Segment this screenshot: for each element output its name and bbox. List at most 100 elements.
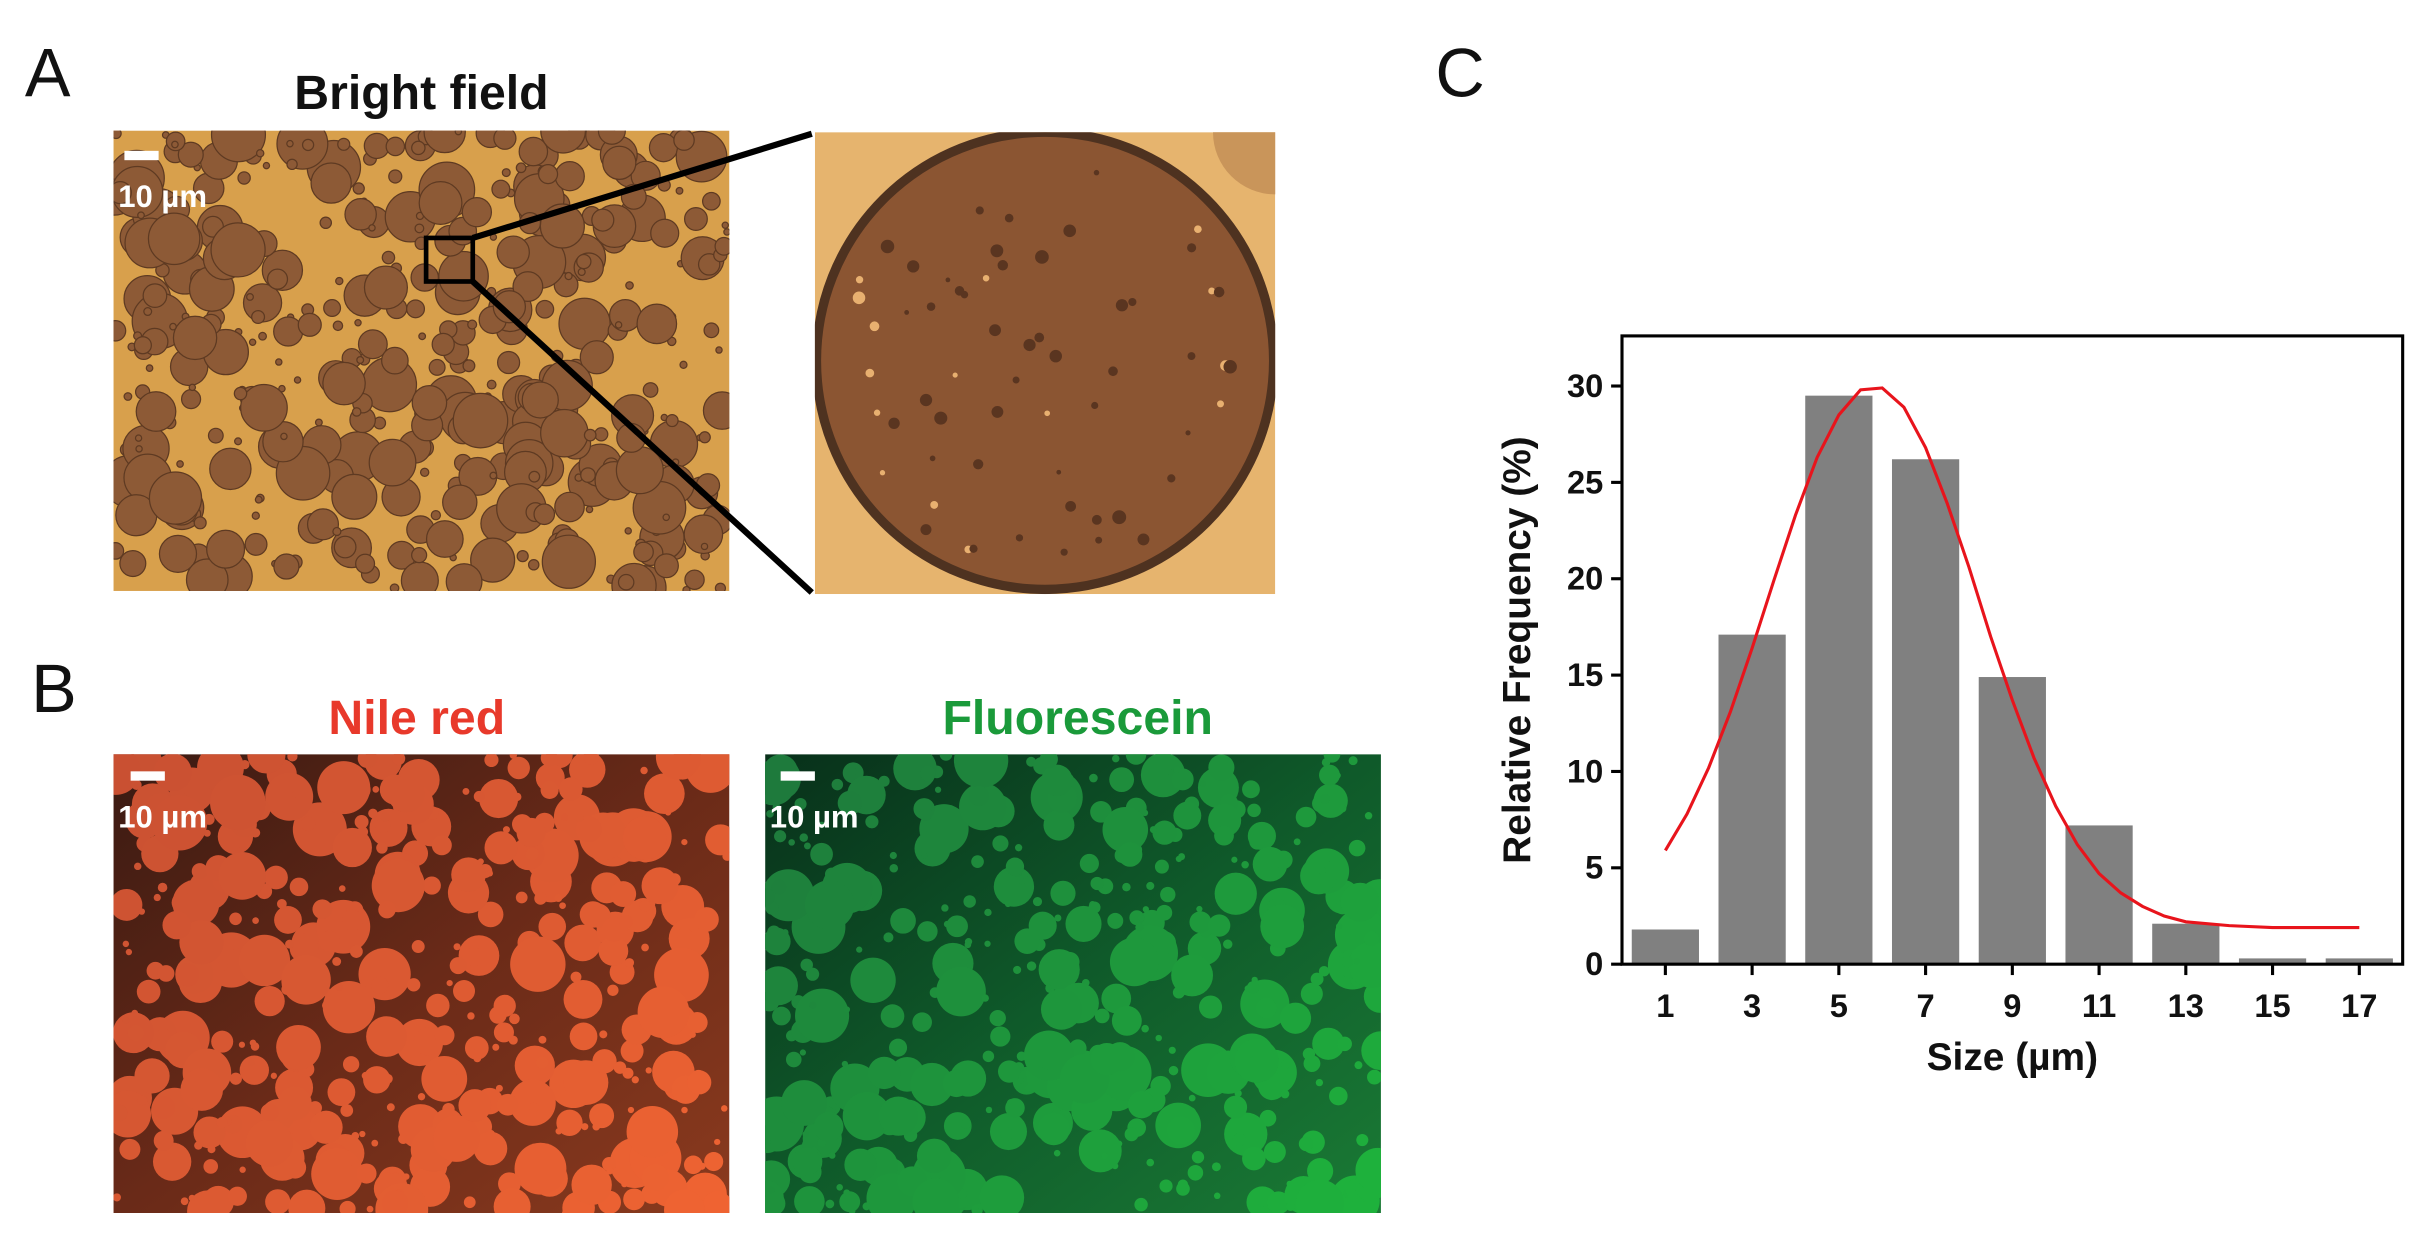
droplet [122,1016,130,1024]
droplet [985,1106,993,1114]
droplet [1232,1132,1246,1147]
droplet [1279,1002,1312,1034]
droplet [1109,767,1135,793]
droplet [934,786,942,793]
panel-label: B [31,651,77,727]
droplet [767,1186,775,1194]
droplet [125,948,133,956]
droplet [425,520,464,558]
droplet [792,1147,821,1176]
droplet [794,797,807,811]
x-tick-label: 7 [1917,987,1935,1024]
droplet [1005,857,1025,876]
droplet [477,901,504,928]
droplet [442,1183,449,1191]
droplet [143,307,153,317]
droplet [1208,914,1231,937]
droplet [917,921,938,942]
droplet [862,1202,871,1211]
droplet [317,761,371,815]
droplet [803,842,811,850]
droplet [411,140,426,156]
droplet [625,281,634,290]
droplet [622,816,667,860]
droplet [1101,983,1132,1014]
droplet [332,526,342,537]
droplet [597,130,626,145]
texture [975,206,984,215]
droplet [538,912,567,941]
droplet [1231,856,1238,863]
droplet [240,383,288,432]
droplet [689,1031,696,1038]
droplet [266,268,289,290]
droplet [920,765,936,782]
droplet [493,130,517,150]
droplet [400,561,439,591]
droplet [1053,1149,1061,1157]
droplet [514,1142,567,1195]
y-tick-label: 20 [1567,560,1603,597]
droplet [180,389,202,410]
droplet [1111,754,1120,763]
droplet [152,1142,192,1181]
droplet [191,863,208,880]
droplet [1032,897,1043,907]
droplet [1258,1199,1266,1207]
droplet [620,1039,644,1063]
droplet [607,984,619,996]
bar [1718,634,1786,965]
droplet [254,985,285,1017]
bar [2152,923,2220,965]
droplet [705,824,730,856]
droplet [665,414,679,428]
droplet [939,754,953,761]
droplet [486,870,494,877]
droplet [843,1006,851,1013]
droplet [233,386,248,401]
droplet [484,831,518,865]
droplet [525,847,539,861]
droplet [1231,879,1253,902]
droplet [700,542,709,551]
droplet [392,754,406,766]
droplet [1224,1112,1268,1156]
droplet [312,899,333,920]
droplet [613,1061,627,1074]
droplet [368,808,378,819]
droplet [1000,1127,1014,1141]
droplet [813,1111,844,1142]
droplet [890,908,916,934]
droplet [378,844,385,852]
droplet [982,1050,995,1063]
droplet [371,1139,379,1147]
droplet [893,754,937,791]
droplet [1348,941,1381,989]
droplet [1263,1140,1286,1163]
droplet [352,182,365,195]
texture [1187,352,1196,361]
droplet [1146,881,1155,890]
droplet [1280,1089,1290,1099]
droplet [496,350,521,375]
droplet [614,321,623,329]
y-axis-label: Relative Frequency (%) [1496,436,1539,864]
droplet [575,816,602,843]
droplet [301,138,315,152]
texture [930,500,939,509]
droplet [1319,793,1331,804]
droplet [794,1186,825,1214]
droplet [368,438,417,487]
y-tick-label: 10 [1567,752,1603,789]
droplet [1129,910,1145,926]
droplet [1090,1043,1123,1076]
droplet [357,329,388,360]
droplet [119,549,147,578]
droplet [421,1055,468,1102]
droplet [585,505,594,514]
droplet [698,431,711,444]
droplet [687,1070,712,1095]
droplet [289,933,319,963]
droplet [363,265,409,310]
